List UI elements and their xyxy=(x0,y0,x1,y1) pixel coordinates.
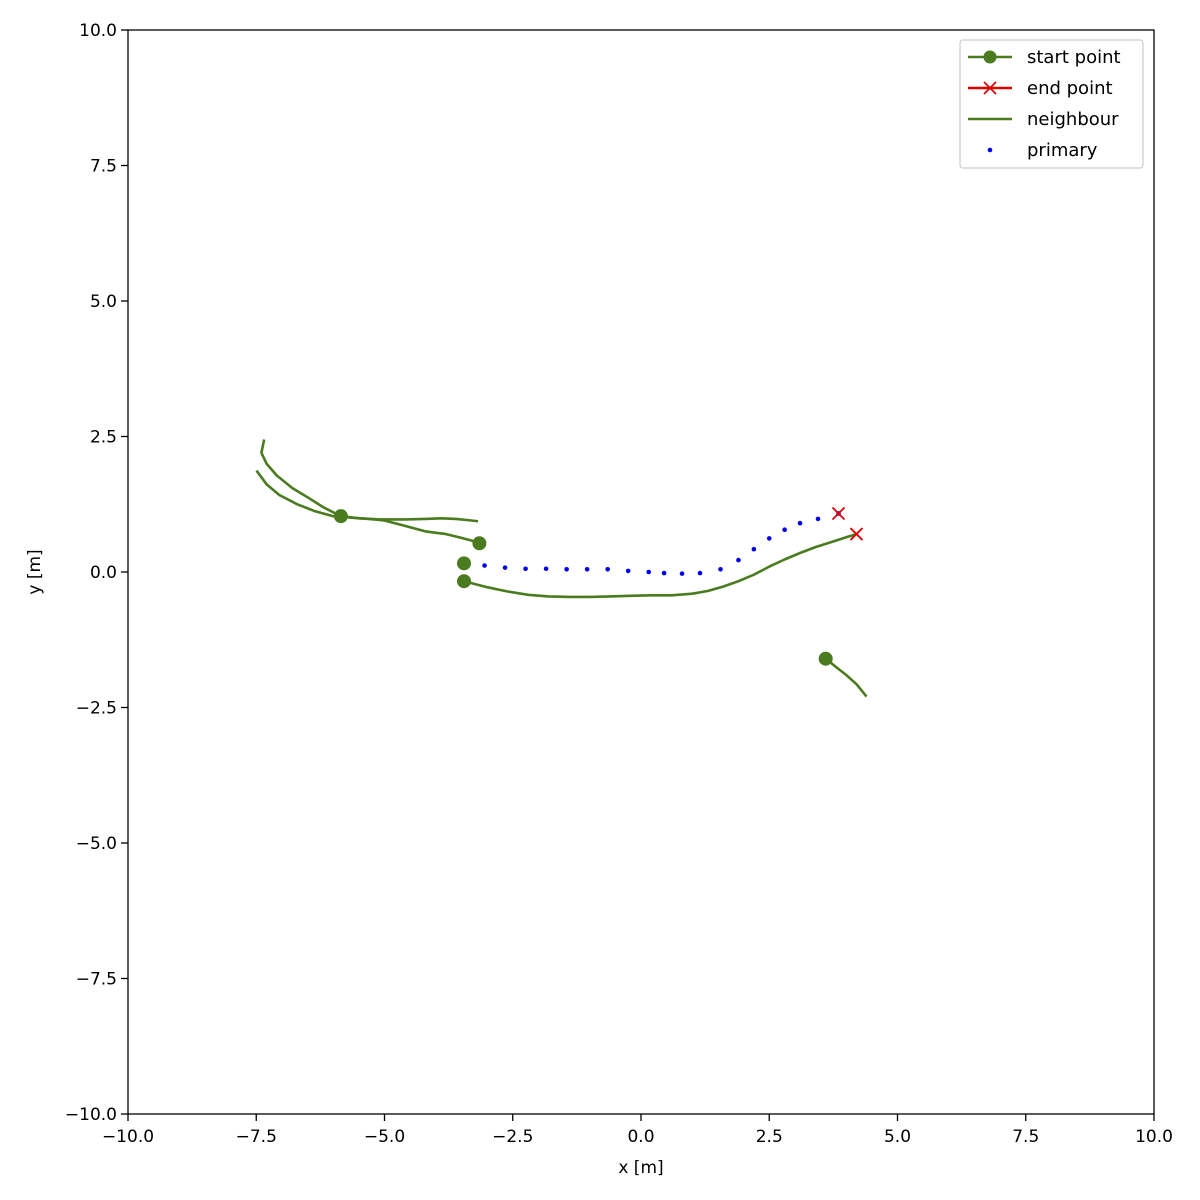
y-tick-label: −5.0 xyxy=(76,834,117,854)
legend-marker xyxy=(983,50,997,64)
x-tick-label: −10.0 xyxy=(102,1127,154,1147)
primary-point xyxy=(797,520,803,526)
y-tick-label: 10.0 xyxy=(79,21,117,41)
legend-label: neighbour xyxy=(1027,109,1119,130)
legend-label: end point xyxy=(1027,78,1113,99)
x-axis-label: x [m] xyxy=(618,1158,663,1178)
primary-point xyxy=(646,569,651,575)
primary-point xyxy=(605,566,610,572)
neighbour-trajectory xyxy=(260,439,479,523)
y-axis: −10.0 −7.5 −5.0 −2.5 0.0 2.5 5.0 7.5 10.0 xyxy=(65,21,128,1125)
start-point-marker xyxy=(457,574,472,589)
primary-point xyxy=(782,527,787,533)
y-tick-label: 5.0 xyxy=(90,292,117,312)
primary-point xyxy=(543,566,549,572)
end-point-marker xyxy=(831,506,846,521)
start-point-marker xyxy=(333,509,348,524)
legend-item: start point xyxy=(968,47,1121,68)
legend-marker xyxy=(987,147,993,153)
primary-point xyxy=(697,570,703,576)
primary-point xyxy=(564,566,569,572)
y-tick-label: −2.5 xyxy=(76,699,117,719)
primary-point xyxy=(679,571,685,576)
neighbour-trajectory xyxy=(462,532,859,599)
x-tick-label: −2.5 xyxy=(492,1127,533,1147)
primary-point xyxy=(766,536,772,541)
primary-point xyxy=(718,566,723,572)
legend-label: start point xyxy=(1027,47,1121,68)
primary-point xyxy=(736,557,741,563)
y-tick-label: 2.5 xyxy=(90,428,117,448)
x-tick-label: 10.0 xyxy=(1135,1127,1173,1147)
primary-point xyxy=(751,546,757,552)
data-layer xyxy=(255,439,868,698)
legend-box xyxy=(959,39,1144,169)
x-tick-label: −5.0 xyxy=(364,1127,405,1147)
neighbour-trajectory xyxy=(823,656,868,698)
legend-label: primary xyxy=(1027,140,1098,161)
end-point-stroke xyxy=(849,527,864,541)
end-point-marker xyxy=(983,81,997,95)
legend: start point end point neighbour primary xyxy=(959,39,1144,169)
legend-item: end point xyxy=(968,78,1113,99)
end-point-stroke xyxy=(983,81,997,95)
legend-item: neighbour xyxy=(968,109,1119,130)
primary-point xyxy=(523,566,528,572)
y-tick-label: 7.5 xyxy=(90,157,117,177)
primary-point xyxy=(502,565,508,570)
x-tick-label: 0.0 xyxy=(627,1127,654,1147)
start-point-marker xyxy=(457,556,472,571)
primary-point xyxy=(584,566,590,572)
end-point-stroke xyxy=(831,506,846,521)
y-tick-label: −10.0 xyxy=(65,1105,117,1125)
neighbour-trajectory xyxy=(255,469,482,545)
primary-point xyxy=(815,516,821,522)
plot-frame xyxy=(127,29,1155,1115)
y-tick-label: −7.5 xyxy=(76,970,117,990)
y-tick-label: 0.0 xyxy=(90,563,117,583)
y-axis-label: y [m] xyxy=(25,549,45,594)
start-point-marker xyxy=(472,536,487,551)
primary-point xyxy=(482,563,487,568)
primary-point xyxy=(625,568,631,574)
x-tick-label: 5.0 xyxy=(884,1127,911,1147)
x-axis: −10.0 −7.5 −5.0 −2.5 0.0 2.5 5.0 7.5 10.0 xyxy=(102,1114,1173,1147)
end-point-marker xyxy=(849,527,864,541)
x-tick-label: −7.5 xyxy=(236,1127,277,1147)
x-tick-label: 7.5 xyxy=(1012,1127,1039,1147)
start-point-marker xyxy=(818,651,833,666)
legend-item: primary xyxy=(987,140,1098,161)
x-tick-label: 2.5 xyxy=(756,1127,783,1147)
primary-point xyxy=(661,570,667,576)
